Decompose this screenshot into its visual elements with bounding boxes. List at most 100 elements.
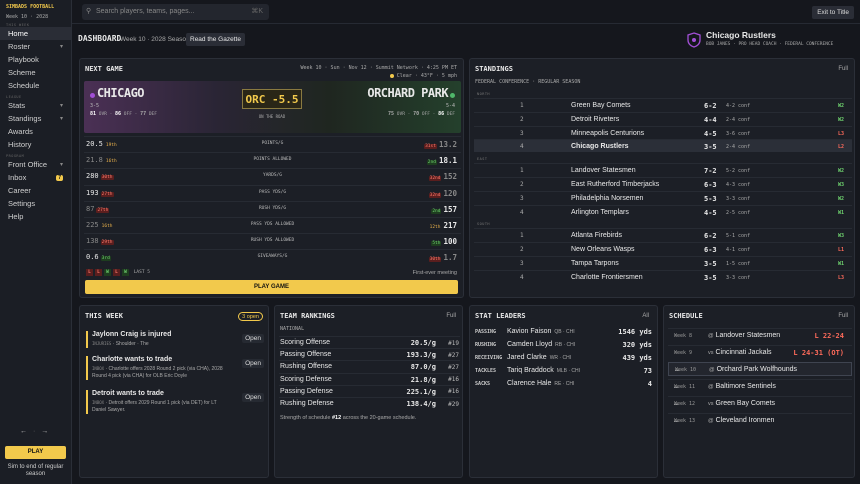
schedule-home-away: @ [709,367,715,373]
schedule-home-away: vs [708,350,714,356]
away-stat-rank: 2nd [431,208,442,214]
sidebar-item-front-office[interactable]: Front Office ▾ [0,158,71,171]
action-item-title: Charlotte wants to trade [92,356,173,363]
schedule-panel: SCHEDULE Full Week 8 @ Landover Statesmen L… [663,305,855,478]
home-stat-rank: 27th [100,191,114,197]
leader-row[interactable]: TACKLES Tariq Braddock MLB · CHI 73 [474,365,655,377]
schedule-row[interactable]: Week 8 @ Landover Statesmen L 22-24 [668,328,852,342]
read-gazette-button[interactable]: Read the Gazette [186,33,245,46]
sidebar-item-settings[interactable]: Settings [0,197,71,210]
page-subtitle: Week 10 · 2028 Season [120,36,190,43]
schedule-row[interactable]: Week 11 @ Baltimore Sentinels — [668,379,852,393]
leader-row[interactable]: PASSING Kavion Faison QB · CHI 1546 yds [474,326,655,338]
action-item[interactable]: Jaylonn Craig is injured INJURIES · Shoul… [86,331,266,348]
stat-label: POINTS/G [261,141,284,146]
sidebar-item-scheme[interactable]: Scheme [0,66,71,79]
ranking-value: 87.0/g [410,363,436,372]
home-team-ratings: 81 OVR · 86 OFF · 77 DEF [90,111,157,117]
leader-row[interactable]: SACKS Clarence Hale RE · CHI 4 [474,378,655,390]
sidebar-item-help[interactable]: Help [0,210,71,223]
standings-record: 3-5 [704,143,717,152]
action-item[interactable]: Charlotte wants to trade INBOX · Charlott… [86,356,266,380]
standings-row[interactable]: 2 New Orleans Wasps 6-3 4-1 conf L1 [474,242,852,255]
sidebar-item-stats[interactable]: Stats ▾ [0,99,71,112]
schedule-row[interactable]: Week 9 vs Cincinnati Jackals L 24-31 (OT) [668,345,852,359]
sidebar-item-home[interactable]: Home [0,27,71,40]
open-button[interactable]: Open [242,393,264,402]
leader-player: Camden Lloyd RB · CHI [507,341,575,348]
exit-to-title-button[interactable]: Exit to Title [812,6,854,19]
search-shortcut: ⌘K [251,8,263,15]
open-button[interactable]: Open [242,359,264,368]
action-item[interactable]: Detroit wants to trade INBOX · Detroit of… [86,390,266,414]
sidebar-item-inbox[interactable]: Inbox 7 [0,171,71,184]
next-arrow-icon[interactable]: → [41,428,49,435]
standings-row[interactable]: 2 East Rutherford Timberjacks 6-3 4-3 conf W… [474,177,852,190]
schedule-row[interactable]: Week 12 vs Green Bay Comets — [668,396,852,410]
leader-category: TACKLES [475,368,497,374]
standings-rank: 1 [520,167,524,175]
standings-conf-record: 1-5 conf [726,261,751,267]
standings-row[interactable]: 3 Minneapolis Centurions 4-5 3-6 conf L3 [474,125,852,139]
standings-subtitle: FEDERAL CONFERENCE · REGULAR SEASON [475,79,581,85]
home-stat-rank: 19th [105,143,117,148]
sidebar-item-history[interactable]: History [0,138,71,151]
standings-streak: L1 [837,247,844,254]
schedule-row[interactable]: Week 10 @ Orchard Park Wolfhounds — [668,362,852,376]
standings-rank: 1 [520,102,524,109]
play-button[interactable]: PLAY [5,446,66,459]
sidebar-item-career[interactable]: Career [0,184,71,197]
rankings-full-link[interactable]: Full [446,313,456,319]
schedule-opponent: @ Cleveland Ironmen [708,417,774,424]
open-button[interactable]: Open [242,334,264,343]
team-rankings-panel: TEAM RANKINGS Full NATIONAL Scoring Offe… [274,305,463,478]
pager-separator: · [32,428,36,435]
prev-arrow-icon[interactable]: ← [20,428,27,435]
standings-row[interactable]: 3 Philadelphia Norsemen 5-3 3-3 conf W2 [474,190,852,204]
ranking-value: 21.8/g [410,375,436,384]
schedule-full-link[interactable]: Full [838,313,848,319]
sidebar-item-label: Standings [8,114,42,123]
leader-row[interactable]: RECEIVING Jared Clarke WR · CHI 439 yds [474,352,655,364]
leader-row[interactable]: RUSHING Camden Lloyd RB · CHI 320 yds [474,339,655,351]
schedule-result: — [674,417,679,425]
play-game-button[interactable]: PLAY GAME [85,280,458,294]
standings-conf-record: 3-3 conf [726,195,751,202]
sidebar-item-schedule[interactable]: Schedule [0,79,71,92]
schedule-week: Week 12 [674,401,696,407]
standings-record: 3-5 [704,260,717,268]
standings-full-link[interactable]: Full [838,66,848,72]
standings-row[interactable]: 2 Detroit Riveters 4-4 2-4 conf W2 [474,111,852,125]
standings-row[interactable]: 1 Landover Statesmen 7-2 5-2 conf W2 [474,163,852,176]
schedule-row[interactable]: Week 13 @ Cleveland Ironmen — [668,413,852,427]
standings-row[interactable]: 1 Green Bay Comets 6-2 4-2 conf W2 [474,98,852,111]
sidebar-item-roster[interactable]: Roster ▾ [0,40,71,53]
sim-to-end-button[interactable]: Sim to end of regular season [7,464,64,477]
schedule-opponent: @ Baltimore Sentinels [708,383,776,390]
standings-row[interactable]: 4 Arlington Templars 4-5 2-5 conf W1 [474,204,852,218]
team-name[interactable]: Chicago Rustlers [706,30,776,40]
leader-meta: MLB · CHI [556,368,581,374]
standings-row[interactable]: 1 Atlanta Firebirds 6-2 5-1 conf W3 [474,228,852,241]
ranking-rank: #27 [448,351,459,359]
standings-streak: L3 [837,130,844,137]
standings-row[interactable]: 3 Tampa Tarpons 3-5 1-5 conf W1 [474,256,852,269]
leaders-all-link[interactable]: All [642,313,649,319]
standings-team: Atlanta Firebirds [571,232,622,240]
standings-streak: W1 [837,209,844,216]
away-stat: 12th 217 [429,221,457,230]
home-team[interactable]: CHICAGO 3-5 81 OVR · 86 OFF · 77 DEF [90,86,157,117]
leader-meta: RB · CHI [555,342,576,348]
standings-row[interactable]: 4 Chicago Rustlers 3-5 2-4 conf L2 [474,139,852,153]
sidebar-item-awards[interactable]: Awards [0,125,71,138]
leader-category: PASSING [475,329,497,335]
search-input[interactable]: ⚲ Search players, teams, pages... ⌘K [82,4,269,20]
sidebar-item-playbook[interactable]: Playbook [0,53,71,66]
last-result-chip: L [113,269,120,276]
ranking-name: Passing Defense [280,387,333,395]
sidebar-item-label: Awards [8,127,33,136]
schedule-opponent: vs Green Bay Comets [708,400,775,407]
standings-row[interactable]: 4 Charlotte Frontiersmen 3-5 3-3 conf L3 [474,269,852,283]
sidebar-item-standings[interactable]: Standings ▾ [0,112,71,125]
away-team[interactable]: ORCHARD PARK 5-4 75 OVR · 70 OFF · 86 DE… [367,86,455,117]
